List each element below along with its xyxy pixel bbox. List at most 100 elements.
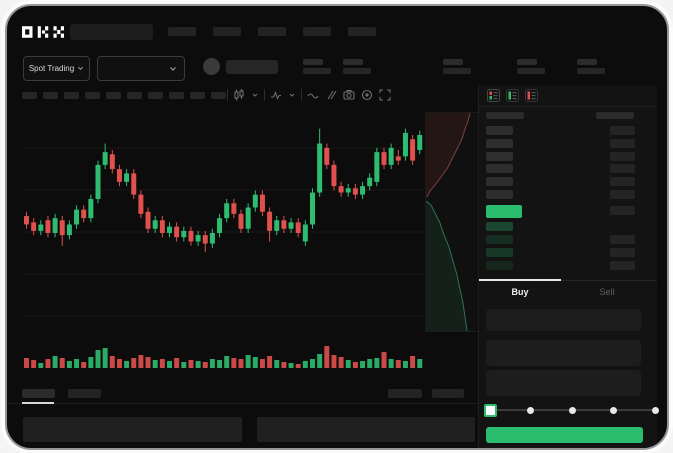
total-field[interactable]: [486, 370, 641, 396]
ticker-stat-1-value: [303, 68, 331, 74]
nav-menu: [168, 27, 376, 36]
timeframe-button-6[interactable]: [127, 92, 142, 99]
ask-price-bar: [486, 164, 513, 173]
divider: [264, 89, 265, 101]
ask-amount-bar: [610, 164, 635, 173]
timeframe-button-9[interactable]: [190, 92, 205, 99]
buy-submit-button[interactable]: [486, 427, 643, 443]
amount-slider[interactable]: [483, 403, 660, 417]
ask-amount-bar: [610, 152, 635, 161]
timeframe-button-5[interactable]: [106, 92, 121, 99]
amount-field[interactable]: [486, 340, 641, 366]
bid-row-2[interactable]: [479, 235, 657, 246]
bid-row-3[interactable]: [479, 248, 657, 259]
slider-stop-3[interactable]: [610, 406, 617, 414]
slider-stop-4[interactable]: [651, 406, 659, 414]
timeframe-button-2[interactable]: [43, 92, 58, 99]
timeframe-button-4[interactable]: [85, 92, 100, 99]
bid-amount-bar: [610, 261, 635, 270]
pair-coin-icon: [203, 58, 220, 75]
line-tool-icon[interactable]: [306, 88, 320, 102]
ticker-stat-5-label: [577, 59, 597, 65]
tab-sell-label: Sell: [599, 287, 615, 297]
ask-amount-bar: [610, 139, 635, 148]
ask-amount-bar: [610, 126, 635, 135]
camera-icon[interactable]: [342, 88, 356, 102]
divider: [227, 89, 228, 101]
ticker-stat-4-label: [517, 59, 537, 65]
bid-row-4[interactable]: [479, 261, 657, 272]
price-chart-canvas[interactable]: [20, 110, 426, 372]
bid-amount-bar: [610, 248, 635, 257]
chevron-down-icon[interactable]: [250, 90, 260, 100]
tab-sell[interactable]: Sell: [561, 287, 653, 297]
slider-stop-2[interactable]: [568, 406, 576, 414]
indicators-icon[interactable]: [269, 88, 283, 102]
timeframe-button-1[interactable]: [22, 92, 37, 99]
bottom-content-block-1: [23, 417, 242, 442]
bottom-content-block-2: [257, 417, 475, 442]
nav-item-2[interactable]: [213, 27, 241, 36]
bid-price-bar: [486, 248, 513, 257]
chevron-down-icon[interactable]: [287, 90, 297, 100]
target-icon[interactable]: [360, 88, 374, 102]
panel-divider: [478, 85, 479, 448]
ask-row-4[interactable]: [479, 164, 657, 175]
okx-logo-icon: [22, 26, 64, 38]
divider: [479, 106, 657, 107]
timeframe-button-10[interactable]: [211, 92, 226, 99]
nav-item-1[interactable]: [168, 27, 196, 36]
book-bids-icon[interactable]: [506, 89, 519, 102]
slider-handle[interactable]: [483, 404, 497, 417]
bottom-tab-2[interactable]: [68, 389, 101, 398]
app-window: Spot Trading: [5, 4, 669, 450]
layers-icon[interactable]: [324, 88, 338, 102]
timeframe-button-3[interactable]: [64, 92, 79, 99]
price-field[interactable]: [486, 309, 641, 331]
bid-price-bar: [486, 235, 513, 244]
market-type-selector[interactable]: Spot Trading: [23, 56, 90, 81]
ask-price-bar: [486, 190, 513, 199]
bottom-action-1[interactable]: [388, 389, 422, 398]
divider: [301, 89, 302, 101]
search-input[interactable]: [70, 24, 153, 40]
timeframe-button-7[interactable]: [148, 92, 163, 99]
bottom-active-tab-underline: [22, 402, 54, 404]
ticker-stat-2-value: [343, 68, 371, 74]
bid-price-bar: [486, 261, 513, 270]
ticker-stat-1-label: [303, 59, 323, 65]
ticker-stat-3-value: [443, 68, 471, 74]
active-tab-indicator: [479, 279, 561, 281]
last-price-placeholder: [226, 60, 278, 74]
bid-row-1[interactable]: [479, 222, 657, 233]
ask-row-5[interactable]: [479, 177, 657, 188]
nav-item-5[interactable]: [348, 27, 376, 36]
ask-row-1[interactable]: [479, 126, 657, 137]
book-combined-icon[interactable]: [487, 89, 500, 102]
slider-stop-1[interactable]: [527, 406, 534, 414]
tab-buy[interactable]: Buy: [479, 287, 561, 297]
ticker-stat-3-label: [443, 59, 463, 65]
ask-price-bar: [486, 177, 513, 186]
ask-row-2[interactable]: [479, 139, 657, 150]
ask-row-3[interactable]: [479, 152, 657, 163]
ticker-stat-2-label: [343, 59, 363, 65]
ask-row-6[interactable]: [479, 190, 657, 201]
fullscreen-icon[interactable]: [378, 88, 392, 102]
bid-price-bar: [486, 222, 513, 231]
book-asks-icon[interactable]: [525, 89, 538, 102]
price-row-amount-bar: [610, 206, 635, 215]
tab-buy-label: Buy: [511, 287, 529, 297]
timeframe-button-8[interactable]: [169, 92, 184, 99]
bottom-action-2[interactable]: [432, 389, 464, 398]
bottom-tab-1[interactable]: [22, 389, 55, 398]
ask-price-bar: [486, 126, 513, 135]
nav-item-3[interactable]: [258, 27, 286, 36]
last-price-highlight[interactable]: [486, 205, 522, 218]
ticker-stat-4-value: [517, 68, 545, 74]
nav-item-4[interactable]: [303, 27, 331, 36]
ask-amount-bar: [610, 190, 635, 199]
candle-type-icon[interactable]: [232, 88, 246, 102]
pair-selector[interactable]: [97, 56, 185, 81]
